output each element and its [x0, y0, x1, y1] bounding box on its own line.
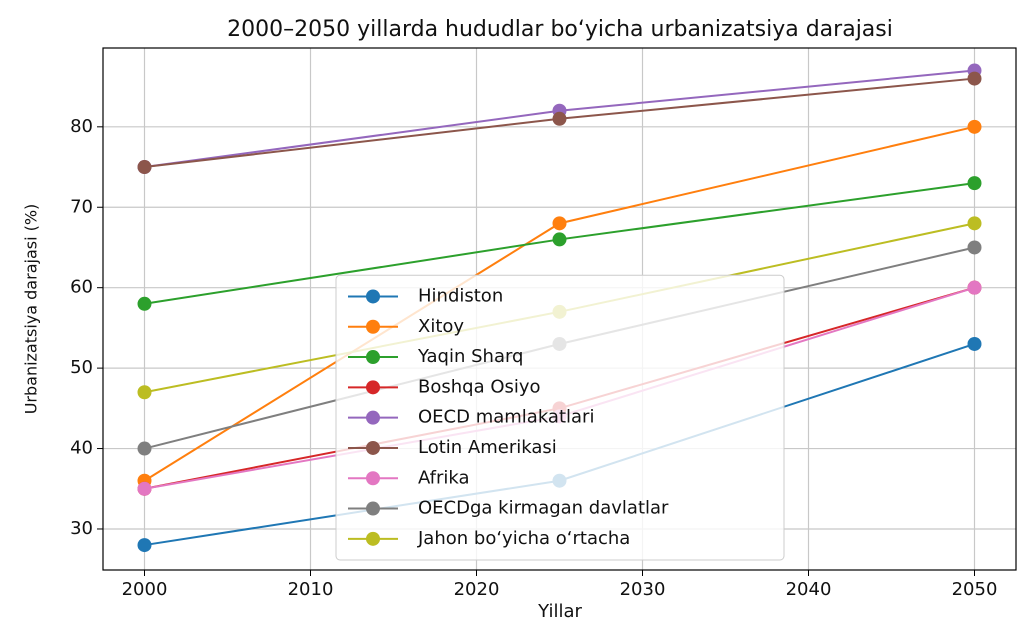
- y-axis-label: Urbanizatsiya darajasi (%): [22, 204, 41, 415]
- legend-marker: [366, 440, 380, 455]
- point: [967, 216, 982, 231]
- point: [137, 538, 152, 553]
- y-tick-label: 80: [70, 116, 93, 137]
- point: [137, 296, 152, 311]
- point: [137, 441, 152, 456]
- legend-label: Yaqin Sharq: [417, 346, 523, 367]
- x-tick-label: 2040: [786, 579, 832, 600]
- point: [137, 385, 152, 400]
- legend-marker: [366, 531, 380, 546]
- legend-label: Xitoy: [418, 316, 464, 337]
- x-tick-label: 2000: [122, 579, 168, 600]
- x-tick-label: 2010: [288, 579, 334, 600]
- point: [137, 481, 152, 496]
- legend-label: Jahon bo‘yicha o‘rtacha: [417, 528, 630, 549]
- plot-frame: [102, 47, 1017, 571]
- legend-marker: [366, 380, 380, 395]
- y-tick-label: 50: [70, 357, 93, 378]
- x-axis-label: Yillar: [537, 601, 582, 622]
- point: [967, 280, 982, 295]
- legend-marker: [366, 501, 380, 516]
- y-tick-label: 60: [70, 277, 93, 298]
- legend-marker: [366, 410, 380, 425]
- legend-label: Afrika: [418, 467, 470, 488]
- point: [967, 336, 982, 351]
- point: [967, 119, 982, 134]
- legend-label: Boshqa Osiyo: [418, 376, 541, 397]
- x-tick-label: 2020: [454, 579, 500, 600]
- point: [967, 240, 982, 255]
- point: [552, 111, 567, 126]
- legend-marker: [366, 289, 380, 304]
- legend-marker: [366, 350, 380, 365]
- point: [967, 71, 982, 86]
- chart-title: 2000–2050 yillarda hududlar bo‘yicha urb…: [227, 17, 893, 42]
- legend-label: Lotin Amerikasi: [418, 437, 557, 458]
- legend-label: OECD mamlakatlari: [418, 407, 594, 428]
- legend-box: [335, 274, 785, 561]
- legend-label: Hindiston: [418, 285, 503, 306]
- y-tick-label: 70: [70, 196, 93, 217]
- point: [967, 176, 982, 191]
- point: [552, 216, 567, 231]
- x-tick-label: 2030: [620, 579, 666, 600]
- y-tick-label: 30: [70, 518, 93, 539]
- x-tick-label: 2050: [952, 579, 998, 600]
- legend-marker: [366, 319, 380, 334]
- y-tick-label: 40: [70, 438, 93, 459]
- point: [552, 232, 567, 247]
- legend-marker: [366, 471, 380, 486]
- point: [137, 160, 152, 175]
- legend-label: OECDga kirmagan davlatlar: [418, 498, 669, 519]
